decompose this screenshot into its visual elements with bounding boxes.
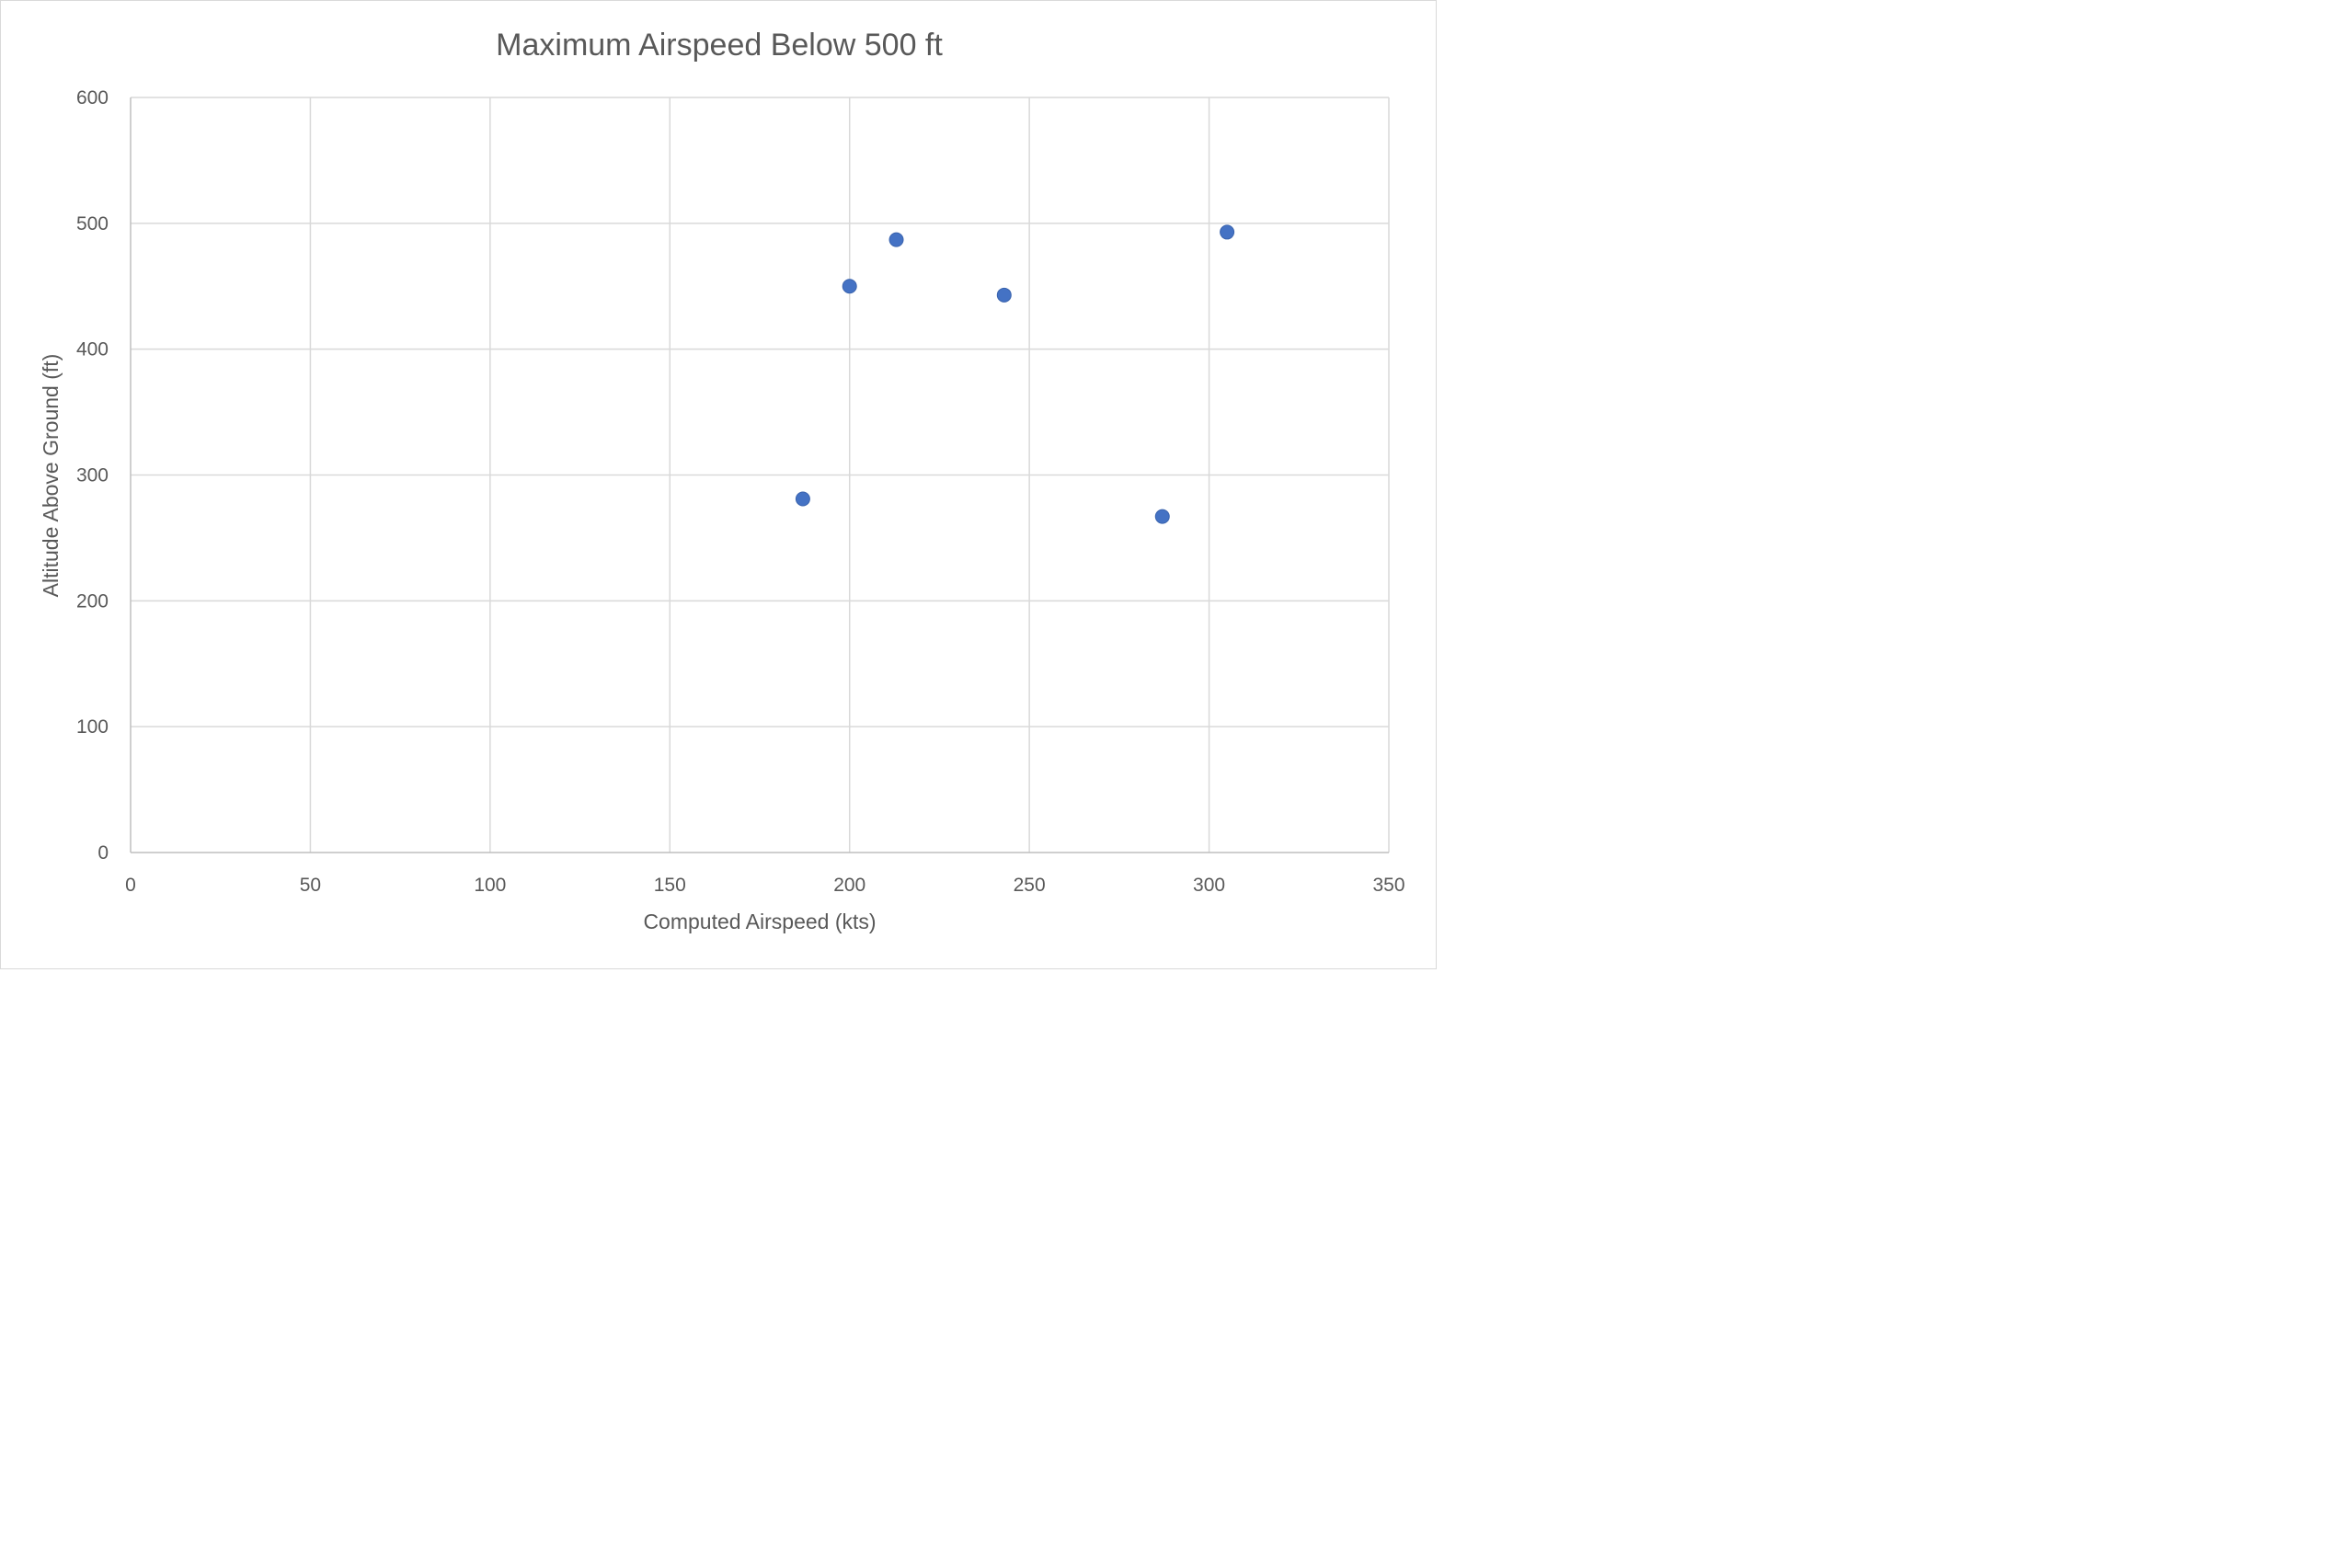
- scatter-chart: Maximum Airspeed Below 500 ft 0 100 200 300…: [39, 28, 1405, 933]
- data-point: [795, 491, 810, 507]
- axes: [130, 97, 1389, 853]
- data-point: [842, 279, 857, 294]
- y-tick-label: 0: [97, 842, 109, 864]
- data-point: [1220, 224, 1235, 240]
- data-points: [795, 224, 1235, 524]
- x-tick-label: 250: [1014, 875, 1046, 896]
- x-tick-label: 100: [474, 875, 506, 896]
- x-tick-label: 300: [1193, 875, 1225, 896]
- chart-frame: [0, 0, 1437, 969]
- x-tick-label: 150: [654, 875, 686, 896]
- x-tick-label: 50: [300, 875, 321, 896]
- tick-labels: 0 100 200 300 400 500 600 0 50 100 150 200 250 300 350: [76, 87, 1405, 896]
- data-point: [996, 287, 1012, 303]
- x-axis-label: Computed Airspeed (kts): [643, 910, 876, 933]
- chart-title: Maximum Airspeed Below 500 ft: [496, 28, 943, 63]
- x-tick-label: 200: [833, 875, 865, 896]
- x-tick-label: 0: [125, 875, 136, 896]
- y-tick-label: 100: [76, 716, 109, 738]
- y-axis-label: Altitude Above Ground (ft): [39, 354, 63, 598]
- y-tick-label: 300: [76, 465, 109, 486]
- gridlines: [131, 97, 1390, 853]
- y-tick-label: 400: [76, 339, 109, 361]
- y-tick-label: 200: [76, 590, 109, 612]
- data-point: [888, 232, 904, 247]
- x-tick-label: 350: [1372, 875, 1404, 896]
- y-tick-label: 600: [76, 87, 109, 109]
- y-tick-label: 500: [76, 213, 109, 235]
- data-point: [1154, 509, 1170, 524]
